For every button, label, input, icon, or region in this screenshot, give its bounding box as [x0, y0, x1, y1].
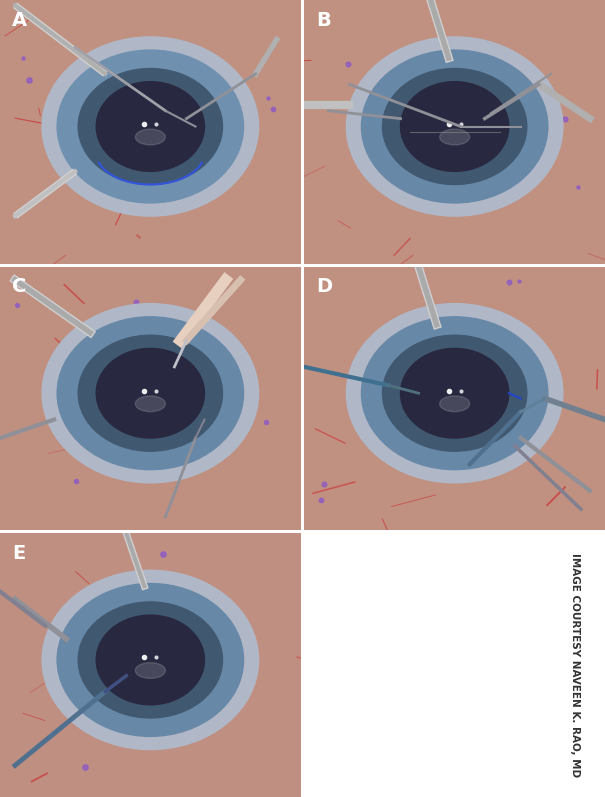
Ellipse shape	[57, 316, 244, 469]
Ellipse shape	[57, 583, 244, 736]
Ellipse shape	[440, 129, 469, 145]
Ellipse shape	[136, 662, 165, 678]
Ellipse shape	[401, 82, 509, 171]
Ellipse shape	[347, 304, 563, 483]
Ellipse shape	[440, 396, 469, 412]
Ellipse shape	[42, 571, 258, 749]
Ellipse shape	[401, 348, 509, 438]
Ellipse shape	[96, 348, 204, 438]
Ellipse shape	[42, 304, 258, 483]
Ellipse shape	[347, 37, 563, 216]
Ellipse shape	[136, 129, 165, 145]
Ellipse shape	[382, 336, 527, 451]
Text: IMAGE COURTESY NAVEEN K. RAO, MD: IMAGE COURTESY NAVEEN K. RAO, MD	[570, 553, 580, 777]
Text: B: B	[316, 10, 331, 29]
Ellipse shape	[96, 82, 204, 171]
Ellipse shape	[78, 602, 223, 718]
Ellipse shape	[78, 336, 223, 451]
Text: E: E	[12, 544, 25, 563]
Ellipse shape	[361, 50, 548, 203]
Ellipse shape	[57, 50, 244, 203]
Text: D: D	[316, 277, 333, 296]
Ellipse shape	[42, 37, 258, 216]
Text: C: C	[12, 277, 27, 296]
Ellipse shape	[96, 615, 204, 705]
Ellipse shape	[136, 396, 165, 412]
Ellipse shape	[382, 69, 527, 184]
Text: A: A	[12, 10, 27, 29]
Ellipse shape	[78, 69, 223, 184]
Ellipse shape	[361, 316, 548, 469]
